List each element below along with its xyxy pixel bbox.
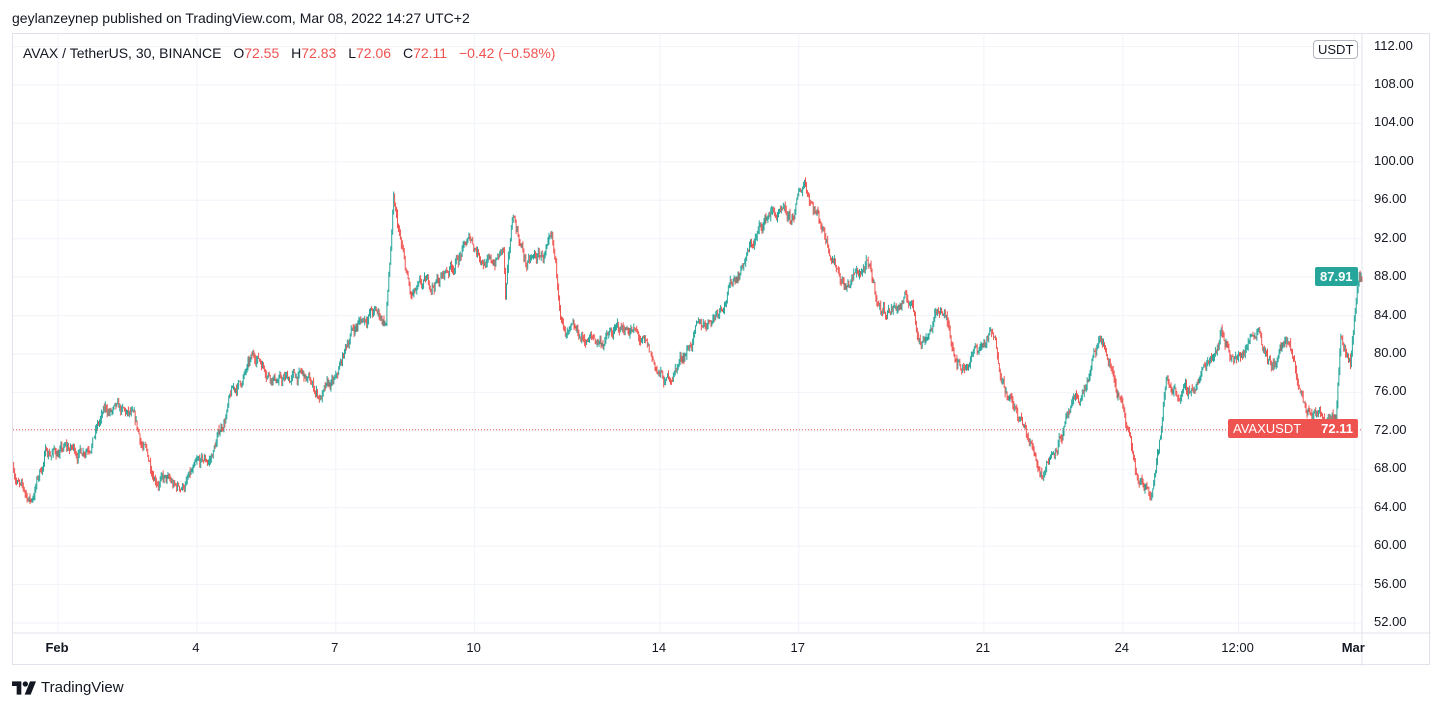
last-price-label: 87.91 (1315, 267, 1358, 286)
open-value: 72.55 (244, 45, 280, 61)
low-value: 72.06 (356, 45, 392, 61)
time-tick-label: 4 (192, 640, 200, 655)
price-tick-label: 80.00 (1374, 345, 1407, 360)
time-tick-label: Feb (45, 640, 69, 655)
published-byline: geylanzeynep published on TradingView.co… (12, 10, 470, 26)
time-tick-label: Mar (1341, 640, 1365, 655)
price-tick-label: 104.00 (1374, 114, 1414, 130)
time-tick-label: 14 (651, 640, 667, 655)
price-tick-label: 112.00 (1374, 37, 1413, 53)
time-tick-label: 12:00 (1221, 640, 1254, 655)
close-label: C (402, 45, 414, 61)
time-tick-label: 24 (1114, 640, 1130, 655)
high-value: 72.83 (301, 45, 337, 61)
price-tick-label: 56.00 (1374, 575, 1407, 591)
time-tick-label: 10 (466, 640, 481, 655)
candles (13, 177, 1363, 505)
price-tick-label: 108.00 (1374, 76, 1414, 91)
change-value: −0.42 (−0.58%) (458, 45, 556, 61)
high-label: H (291, 45, 302, 61)
chart-legend: AVAX / TetherUS, 30, BINANCE O72.55 H72.… (23, 45, 555, 61)
price-tick-label: 84.00 (1374, 306, 1407, 322)
chart-frame[interactable] (12, 33, 1431, 666)
chart-canvas[interactable] (13, 34, 1431, 666)
price-tick-label: 64.00 (1374, 498, 1407, 514)
price-tick-label: 96.00 (1374, 191, 1407, 207)
open-label: O (233, 45, 245, 61)
price-tick-label: 72.00 (1374, 421, 1407, 437)
crosshair-price-label: AVAXUSDT 72.11 (1228, 418, 1358, 438)
symbol-name[interactable]: AVAX / TetherUS, 30, BINANCE (23, 45, 222, 61)
price-tick-label: 68.00 (1374, 460, 1407, 476)
crosshair-price: 72.11 (1321, 420, 1353, 436)
close-value: 72.11 (413, 45, 448, 61)
price-tick-label: 88.00 (1374, 268, 1407, 284)
tradingview-logo[interactable]: TradingView (12, 679, 124, 696)
low-label: L (348, 45, 356, 61)
time-tick-label: 17 (790, 640, 805, 655)
price-tick-label: 92.00 (1374, 229, 1407, 245)
tradingview-logo-icon (12, 680, 36, 695)
price-tick-label: 52.00 (1374, 614, 1407, 629)
price-tick-label: 76.00 (1374, 383, 1407, 399)
time-tick-label: 7 (331, 640, 339, 655)
price-tick-label: 100.00 (1374, 152, 1414, 168)
price-tick-label: 60.00 (1374, 537, 1407, 553)
time-tick-label: 21 (975, 640, 991, 655)
logo-text: TradingView (41, 679, 124, 696)
crosshair-symbol: AVAXUSDT (1233, 420, 1302, 436)
currency-unit-button[interactable]: USDT (1313, 40, 1359, 59)
